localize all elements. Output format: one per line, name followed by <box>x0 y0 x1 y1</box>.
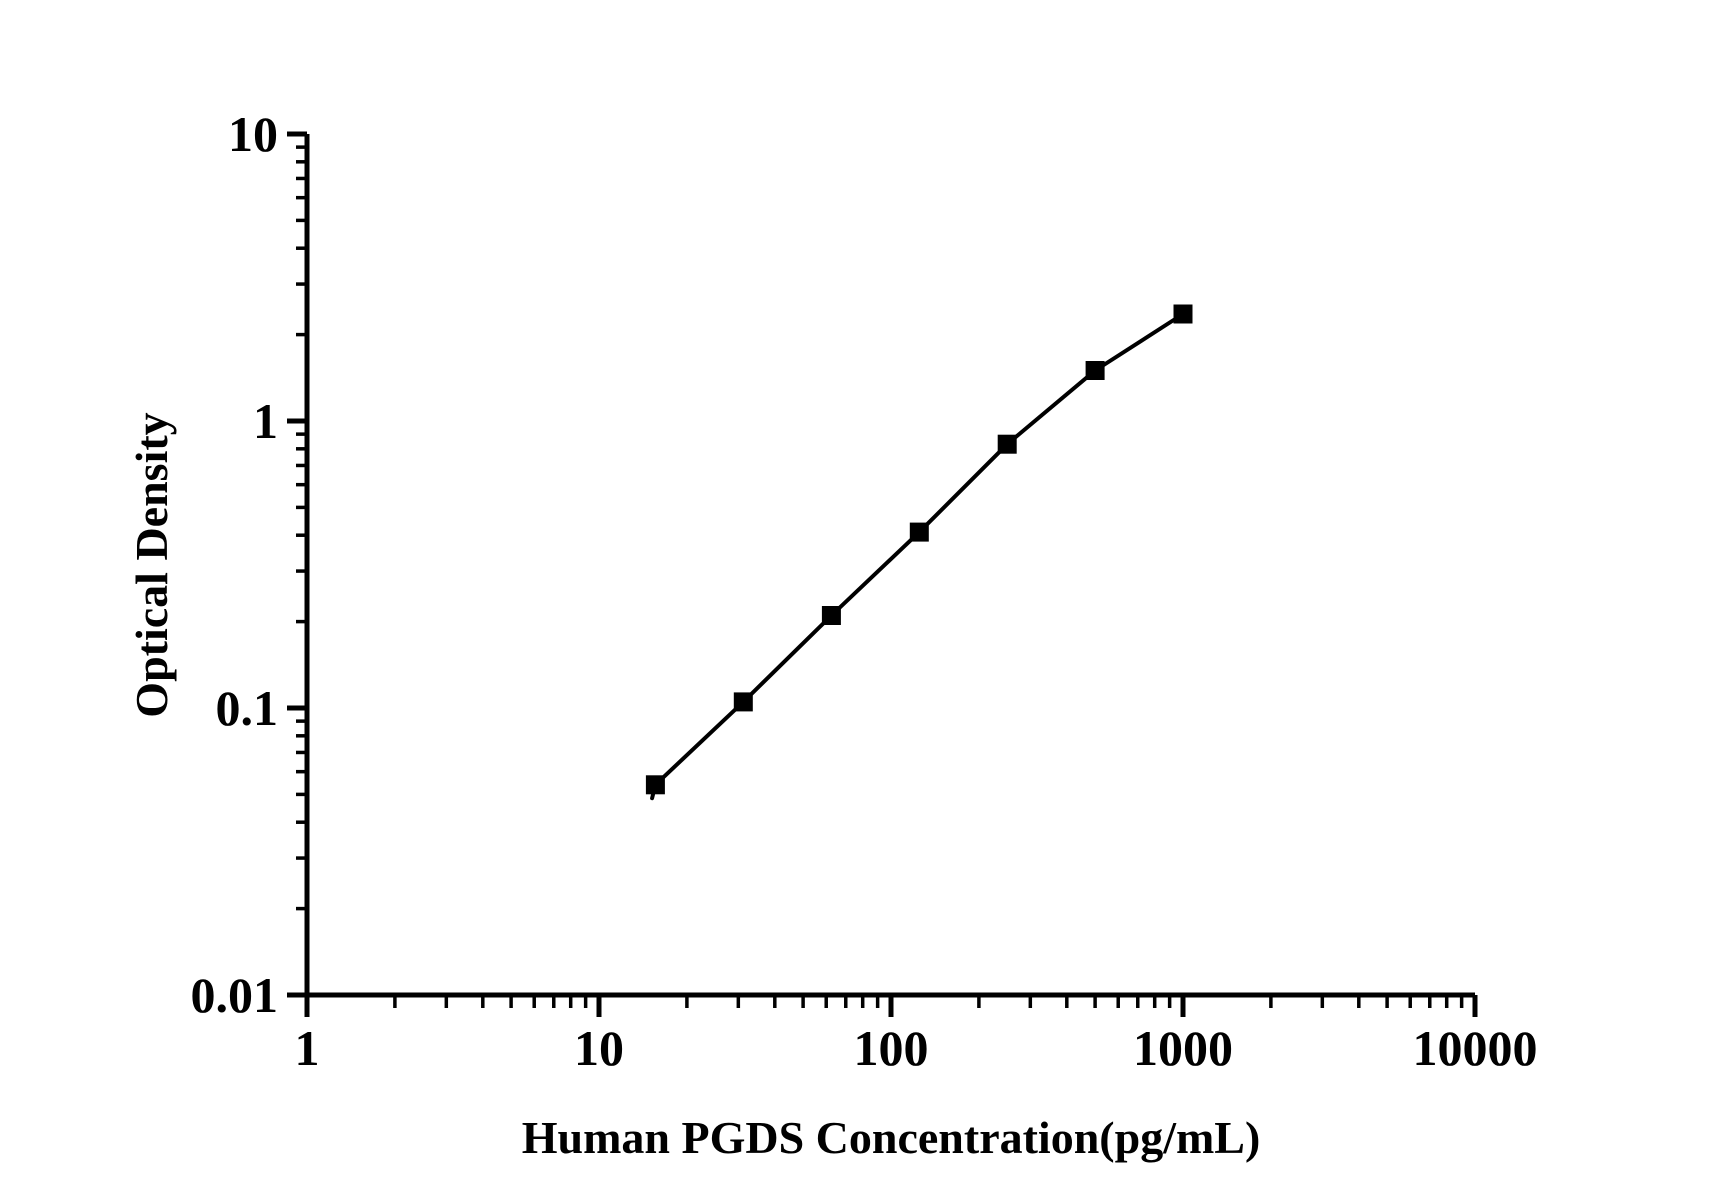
y-tick-label: 0.1 <box>215 680 279 736</box>
y-tick-label: 10 <box>228 106 278 162</box>
x-axis-title: Human PGDS Concentration(pg/mL) <box>521 1112 1261 1163</box>
y-axis-title: Optical Density <box>126 412 177 718</box>
x-tick-label: 1000 <box>1133 1020 1233 1076</box>
data-point-marker <box>821 606 841 625</box>
standard-curve-line <box>650 312 1185 801</box>
data-point-marker <box>733 692 753 712</box>
data-point-marker <box>909 522 929 542</box>
x-tick-label: 100 <box>853 1020 929 1076</box>
data-point-marker <box>1085 361 1105 380</box>
x-tick-label: 10000 <box>1412 1020 1538 1076</box>
x-tick-label: 10 <box>574 1020 624 1076</box>
data-point-marker <box>1173 304 1193 324</box>
data-point-marker <box>645 775 665 795</box>
data-point-marker <box>997 434 1017 454</box>
x-tick-label: 1 <box>294 1020 320 1076</box>
y-tick-label: 1 <box>253 393 278 449</box>
y-tick-label: 0.01 <box>190 967 279 1023</box>
